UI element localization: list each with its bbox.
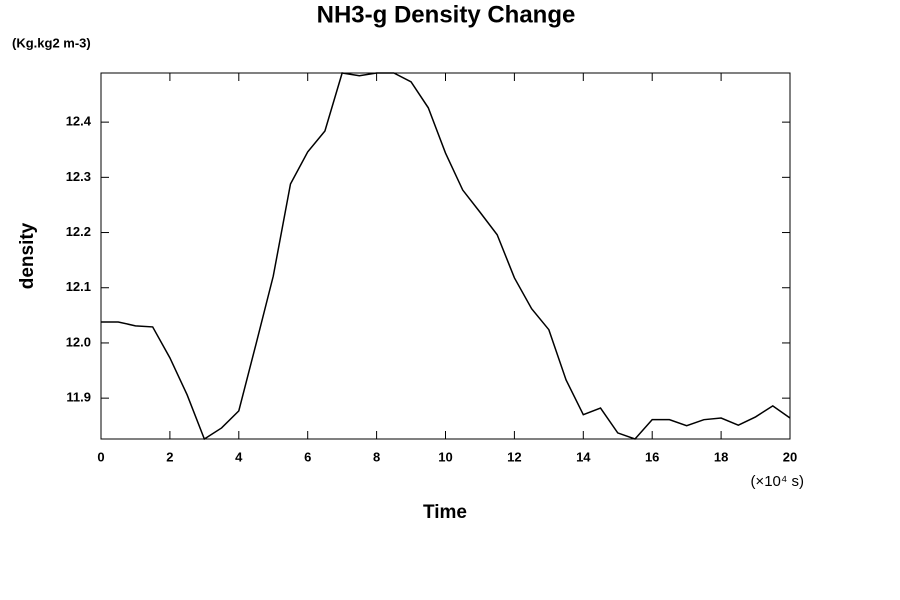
x-tick-label: 18: [714, 449, 728, 464]
x-tick-label: 10: [438, 449, 452, 464]
x-tick-label: 12: [507, 449, 521, 464]
y-tick-label: 12.0: [66, 334, 91, 349]
x-axis-label: Time: [423, 502, 467, 523]
x-tick-label: 0: [97, 449, 104, 464]
x-tick-label: 16: [645, 449, 659, 464]
y-tick-label: 12.2: [66, 224, 91, 239]
x-tick-label: 2: [166, 449, 173, 464]
x-tick-label: 20: [783, 449, 797, 464]
y-tick-label: 12.1: [66, 279, 91, 294]
y-tick-label: 11.9: [66, 390, 91, 405]
data-line: [101, 72, 791, 441]
x-tick-label: 14: [576, 449, 591, 464]
unit-label: (Kg.kg2 m-3): [12, 35, 91, 50]
y-tick-label: 12.3: [66, 169, 91, 184]
plot-frame: [100, 72, 791, 440]
chart-title: NH3-g Density Change: [317, 1, 576, 28]
x-tick-label: 6: [304, 449, 311, 464]
x-tick-label: 4: [235, 449, 243, 464]
x-tick-label: 8: [373, 449, 380, 464]
y-axis-label: density: [17, 222, 38, 289]
x-unit-label: (×10⁴ s): [750, 473, 804, 490]
y-tick-label: 12.4: [66, 114, 92, 129]
